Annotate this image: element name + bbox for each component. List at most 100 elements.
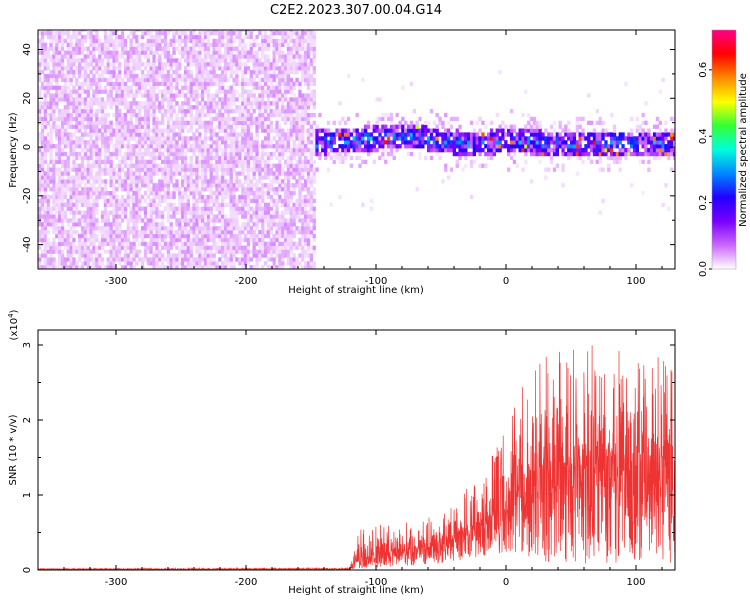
heatmap-cell [221,81,225,86]
heatmap-cell [123,171,128,176]
heatmap-cell [238,163,242,168]
heatmap-cell [241,230,245,235]
heatmap-cell [266,175,271,180]
heatmap-cell [183,109,188,114]
heatmap-cell [132,233,136,239]
heatmap-cell [221,58,225,63]
heatmap-cell [246,237,251,243]
heatmap-cell [372,159,376,164]
heatmap-cell [75,183,79,188]
heatmap-cell [72,116,76,122]
heatmap-cell [163,62,168,67]
heatmap-cell [284,183,288,188]
heatmap-cell [292,66,296,71]
heatmap-cell [304,202,308,207]
heatmap-cell [398,144,402,149]
heatmap-cell [123,241,128,246]
heatmap-cell [215,54,219,59]
heatmap-cell [118,233,122,239]
heatmap-cell [143,30,148,32]
heatmap-cell [120,54,125,59]
heatmap-cell [103,116,108,122]
heatmap-cell [278,214,282,219]
heatmap-cell [100,194,105,200]
heatmap-cell [109,265,113,269]
heatmap-cell [424,120,428,125]
heatmap-cell [126,77,130,83]
heatmap-cell [312,233,316,239]
heatmap-cell [115,132,119,137]
heatmap-cell [135,206,139,211]
heatmap-cell [266,202,271,207]
heatmap-cell [86,179,90,184]
heatmap-cell [344,128,348,133]
heatmap-cell [298,116,302,122]
heatmap-cell [252,30,256,32]
heatmap-cell [238,109,242,114]
heatmap-cell [183,222,188,227]
heatmap-cell [83,58,88,63]
heatmap-cell [209,132,213,137]
heatmap-cell [252,101,256,106]
heatmap-cell [63,171,67,176]
heatmap-cell [115,230,119,235]
heatmap-cell [183,249,188,254]
heatmap-cell [103,241,108,246]
heatmap-cell [175,85,179,90]
heatmap-cell [52,222,56,227]
heatmap-cell [129,148,133,153]
heatmap-cell [212,58,216,63]
heatmap-cell [206,194,210,200]
heatmap-cell [69,148,73,153]
heatmap-cell [263,202,268,207]
heatmap-cell [284,163,288,168]
heatmap-cell [86,50,90,55]
heatmap-cell [92,124,96,129]
heatmap-cell [75,105,79,110]
heatmap-cell [138,66,142,71]
heatmap-cell [306,249,311,254]
heatmap-cell [178,206,182,211]
heatmap-cell [158,132,162,137]
heatmap-cell [221,34,225,40]
heatmap-cell [78,128,82,133]
heatmap-cell [289,183,293,188]
heatmap-cell [218,38,222,44]
heatmap-cell [381,124,385,129]
heatmap-cell [63,191,67,196]
heatmap-cell [178,132,182,137]
heatmap-cell [421,128,425,133]
heatmap-cell [43,93,47,98]
heatmap-cell [266,38,271,44]
heatmap-cell [46,206,50,211]
heatmap-cell [226,136,231,141]
heatmap-cell [138,198,142,204]
heatmap-cell [269,245,273,250]
heatmap-cell [232,132,236,137]
heatmap-cell [261,191,265,196]
heatmap-cell [198,237,202,243]
heatmap-cell [246,151,251,157]
heatmap-cell [215,191,219,196]
heatmap-cell [166,89,170,94]
heatmap-cell [98,167,102,172]
heatmap-cell [232,93,236,98]
heatmap-cell [275,214,279,219]
heatmap-cell [243,46,248,51]
heatmap-cell [306,233,311,239]
heatmap-cell [63,66,67,71]
heatmap-cell [166,31,170,36]
heatmap-cell [255,62,259,67]
heatmap-cell [106,198,110,204]
heatmap-cell [329,132,333,137]
heatmap-cell [261,97,265,102]
heatmap-cell [38,70,42,75]
heatmap-cell [186,233,190,239]
heatmap-cell [289,257,293,262]
heatmap-cell [226,183,231,188]
heatmap-cell [246,206,251,211]
heatmap-cell [243,151,248,157]
heatmap-cell [161,136,165,141]
heatmap-cell [258,202,262,207]
